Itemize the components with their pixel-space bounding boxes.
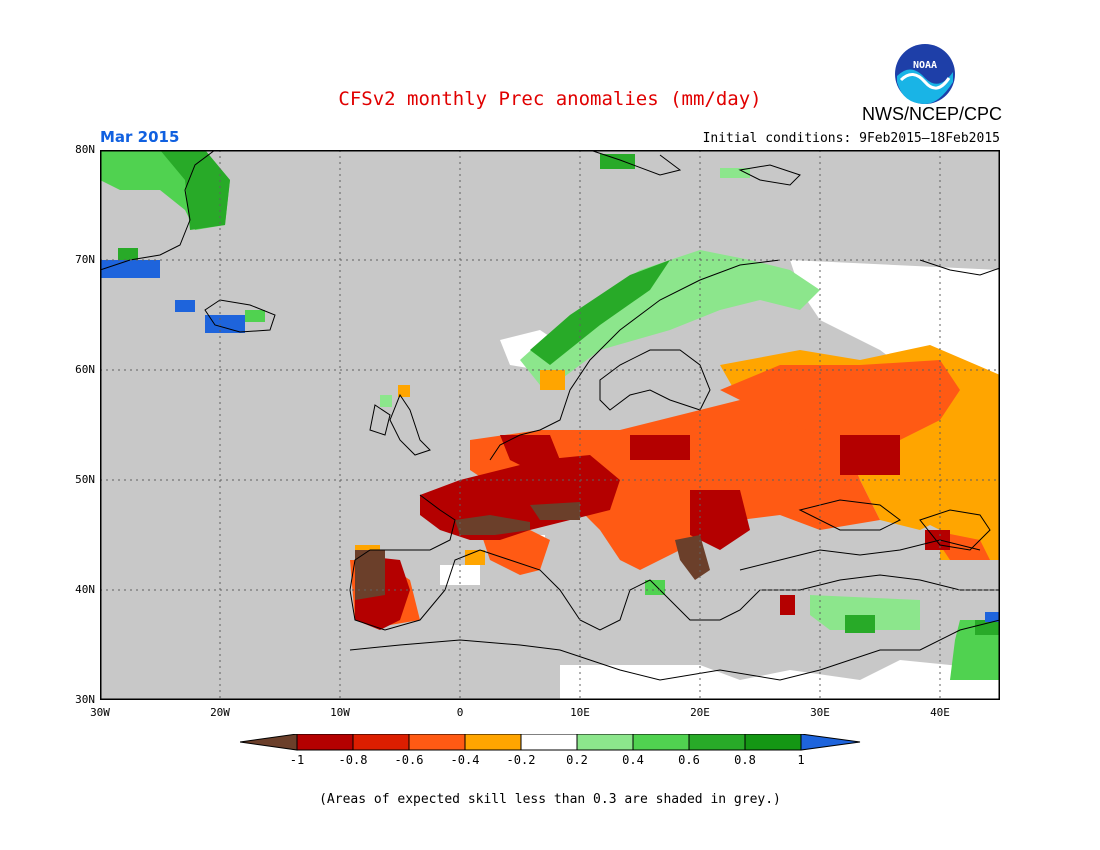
- colorbar-bin: [408, 734, 466, 751]
- lat-label-70n: 70N: [75, 253, 95, 266]
- lon-label-30e: 30E: [810, 706, 830, 719]
- initial-conditions: Initial conditions: 9Feb2015–18Feb2015: [702, 131, 1000, 146]
- colorbar-tick: 0.2: [566, 753, 588, 767]
- colorbar-tick: 0.4: [622, 753, 644, 767]
- colorbar-bin: [632, 734, 690, 751]
- colorbar-bin: [352, 734, 410, 751]
- colorbar-bin: [744, 734, 802, 751]
- agency-label: NWS/NCEP/CPC: [861, 104, 1002, 124]
- lon-label-20w: 20W: [210, 706, 230, 719]
- lon-label-10w: 10W: [330, 706, 350, 719]
- positive-anomaly-regions: [100, 150, 1000, 680]
- noaa-logo-text: NOAA: [913, 60, 937, 71]
- lon-label-40e: 40E: [930, 706, 950, 719]
- lon-label-30w: 30W: [90, 706, 110, 719]
- colorbar-tick: -0.8: [339, 753, 368, 767]
- colorbar-bin: [296, 734, 354, 751]
- forecast-month: Mar 2015: [100, 128, 180, 146]
- lon-label-10e: 10E: [570, 706, 590, 719]
- graticule: [100, 150, 1000, 700]
- colorbar-tick: -0.4: [451, 753, 480, 767]
- lat-label-40n: 40N: [75, 583, 95, 596]
- noaa-logo: NOAA: [895, 44, 955, 104]
- colorbar-tick: -0.2: [507, 753, 536, 767]
- colorbar-bin: [688, 734, 746, 751]
- colorbar-tick: 1: [797, 753, 804, 767]
- lon-label-20e: 20E: [690, 706, 710, 719]
- colorbar-bin: [520, 734, 578, 751]
- skill-footnote: (Areas of expected skill less than 0.3 a…: [319, 792, 781, 807]
- lat-label-30n: 30N: [75, 693, 95, 706]
- colorbar-bin: [464, 734, 522, 751]
- colorbar-bin: [576, 734, 634, 751]
- lon-label-0: 0: [456, 706, 464, 719]
- colorbar-lt-neg1: [240, 734, 298, 751]
- colorbar-gt-1: [800, 734, 861, 751]
- map-frame: [100, 150, 1000, 700]
- colorbar-tick: 0.6: [678, 753, 700, 767]
- lat-label-80n: 80N: [75, 143, 95, 156]
- map-title: CFSv2 monthly Prec anomalies (mm/day): [338, 88, 762, 110]
- colorbar-tick: -1: [290, 753, 304, 767]
- extreme-negative-regions: [355, 502, 710, 600]
- anomaly-map: [100, 150, 1000, 700]
- lat-label-50n: 50N: [75, 473, 95, 486]
- lat-label-60n: 60N: [75, 363, 95, 376]
- colorbar: -1 -0.8 -0.6 -0.4 -0.2 0.2 0.4 0.6 0.8 1: [240, 734, 861, 767]
- colorbar-tick: 0.8: [734, 753, 756, 767]
- colorbar-tick: -0.6: [395, 753, 424, 767]
